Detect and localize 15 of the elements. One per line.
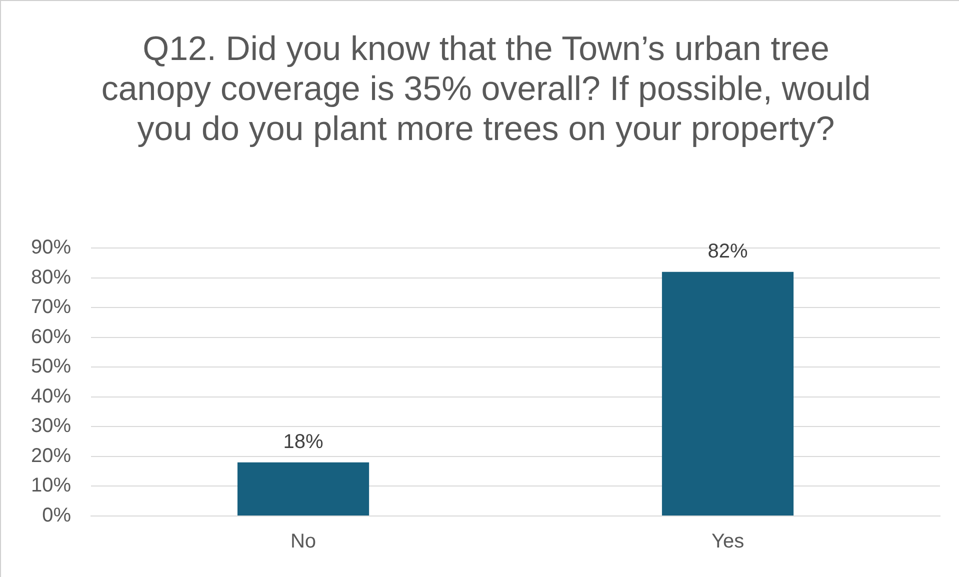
y-tick-label: 40% <box>31 385 72 408</box>
y-tick-label: 60% <box>31 326 72 348</box>
y-tick-label: 90% <box>31 236 72 259</box>
chart-title: Q12. Did you know that the Town’s urban tree canopy coverage is 35% overall? If possible, would you do you plant more trees on your property? <box>101 29 871 149</box>
y-tick-label: 50% <box>31 356 72 378</box>
y-tick-label: 20% <box>31 444 72 467</box>
y-tick-label: 10% <box>31 474 72 497</box>
y-tick-label: 80% <box>31 266 72 288</box>
y-tick-label: 30% <box>31 415 72 438</box>
y-tick-label: 70% <box>31 296 72 318</box>
y-tick-label: 0% <box>42 504 72 527</box>
x-tick-label: No <box>290 530 316 553</box>
x-tick-label: Yes <box>711 530 744 553</box>
data-label: 82% <box>708 240 748 262</box>
data-label: 18% <box>283 430 324 453</box>
